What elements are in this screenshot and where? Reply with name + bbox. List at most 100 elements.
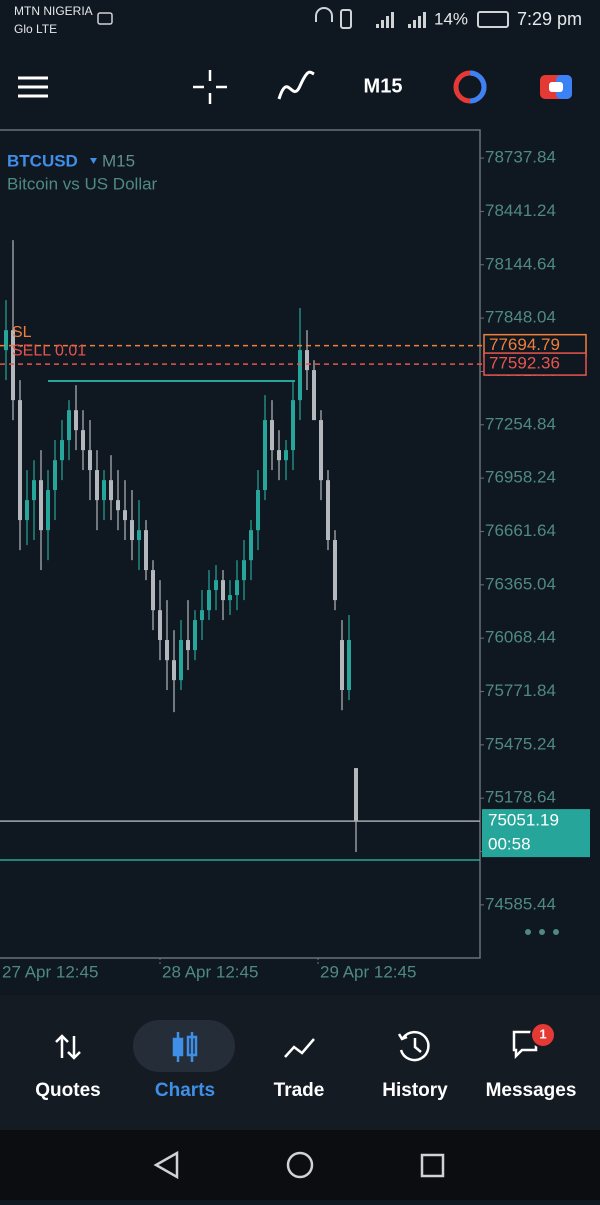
candle-body	[193, 620, 197, 651]
badge	[530, 1022, 556, 1048]
candle-body	[11, 330, 15, 401]
candle-body	[319, 420, 323, 481]
candle-body	[179, 640, 183, 681]
timeframe-button[interactable]: M15	[364, 75, 403, 97]
trade-button[interactable]	[453, 70, 487, 104]
crosshair-button[interactable]	[193, 70, 227, 104]
signal-icon	[376, 12, 426, 28]
candle-body	[123, 510, 127, 521]
x-tick-label: 28 Apr 12:45	[162, 962, 258, 981]
candle-body	[74, 410, 78, 431]
candle-body	[326, 480, 330, 541]
candle-body	[165, 640, 169, 661]
candle-body	[81, 430, 85, 451]
candle-body	[130, 520, 134, 541]
accounts-button[interactable]	[540, 75, 572, 99]
candle-body	[172, 660, 176, 681]
candle-body	[46, 490, 50, 531]
bottom-nav	[0, 995, 600, 1130]
bid-label-box	[482, 809, 590, 858]
candle-body	[137, 530, 141, 541]
recents-button[interactable]	[420, 1153, 445, 1178]
candle-body	[333, 540, 337, 601]
symbol[interactable]: BTCUSD	[7, 151, 78, 170]
vibrate-icon	[340, 9, 352, 29]
y-tick-label: 76068.44	[485, 628, 556, 647]
home-button[interactable]	[286, 1151, 314, 1179]
network: Glo LTE	[14, 22, 57, 36]
headset-icon	[315, 7, 333, 22]
candle-body	[88, 450, 92, 471]
candle-body	[144, 530, 148, 571]
menu-button[interactable]	[18, 76, 48, 98]
battery-icon	[477, 11, 509, 28]
candle-body	[39, 480, 43, 531]
nav-item[interactable]: Trade	[274, 1080, 325, 1101]
y-tick-label: 78441.24	[485, 201, 556, 220]
badge-count: 1	[539, 1026, 546, 1041]
candle-body	[354, 768, 358, 822]
y-tick-label: 75475.24	[485, 734, 556, 753]
nav-item[interactable]: History	[382, 1080, 448, 1101]
indicators-button[interactable]	[277, 70, 315, 100]
candle-body	[277, 450, 281, 461]
bar-countdown: 00:58	[488, 835, 531, 854]
candle-body	[207, 590, 211, 611]
candle-body	[102, 480, 106, 501]
active-tab-pill	[133, 1020, 235, 1072]
system-nav	[0, 1130, 600, 1200]
y-tick-label: 77848.04	[485, 308, 556, 327]
sim-icon	[97, 12, 113, 25]
candle-body	[298, 350, 302, 401]
candle-body	[18, 400, 22, 521]
candle-body	[249, 530, 253, 561]
nav-item[interactable]: Messages	[486, 1080, 577, 1101]
level-price: 77592.36	[489, 354, 560, 373]
chart: 78737.8478441.2478144.6477848.0477551.44…	[0, 148, 590, 981]
carrier: MTN NIGERIA	[14, 4, 93, 18]
x-tick-label: 29 Apr 12:45	[320, 962, 416, 981]
candle-body	[340, 640, 344, 691]
level-label-box	[483, 352, 587, 376]
candle-body	[305, 350, 309, 371]
candle-body	[214, 580, 218, 591]
candle-body	[158, 610, 162, 641]
nav-item[interactable]: Quotes	[35, 1080, 100, 1101]
candle-body	[291, 400, 295, 451]
y-tick-label: 78144.64	[485, 254, 556, 273]
bid-price: 75051.19	[488, 811, 559, 830]
candle-body	[200, 610, 204, 621]
candle-body	[270, 420, 274, 451]
symbol-dropdown[interactable]	[90, 158, 97, 164]
quotes-icon	[55, 1034, 81, 1060]
y-tick-label: 75771.84	[485, 681, 556, 700]
candle-body	[95, 470, 99, 501]
history-icon	[397, 1030, 430, 1062]
candle-body	[151, 570, 155, 611]
candle-body	[186, 640, 190, 651]
candle-body	[60, 440, 64, 461]
toolbar: M15	[18, 70, 572, 104]
candle-body	[242, 560, 246, 581]
trade-icon	[284, 1038, 315, 1058]
candle-body	[347, 640, 351, 691]
candle-body	[4, 330, 8, 351]
status-bar: MTN NIGERIA Glo LTE 14% 7:29 pm	[14, 4, 582, 36]
nav-item[interactable]: Charts	[155, 1080, 215, 1101]
clock: 7:29 pm	[517, 9, 582, 29]
battery-percent: 14%	[434, 9, 468, 28]
y-tick-label: 75178.64	[485, 788, 556, 807]
candle-body	[284, 450, 288, 461]
candle-body	[25, 500, 29, 521]
y-tick-label: 76958.24	[485, 468, 556, 487]
x-tick-label: 27 Apr 12:45	[2, 962, 98, 981]
chart-timeframe: M15	[102, 151, 135, 170]
candle-body	[235, 580, 239, 596]
y-tick-label: 76365.04	[485, 574, 556, 593]
y-tick-label: 76661.64	[485, 521, 556, 540]
nav-items: Quotes Charts Trade History Messages	[35, 1080, 576, 1101]
more-dots[interactable]	[525, 929, 559, 935]
back-button[interactable]	[153, 1150, 179, 1180]
